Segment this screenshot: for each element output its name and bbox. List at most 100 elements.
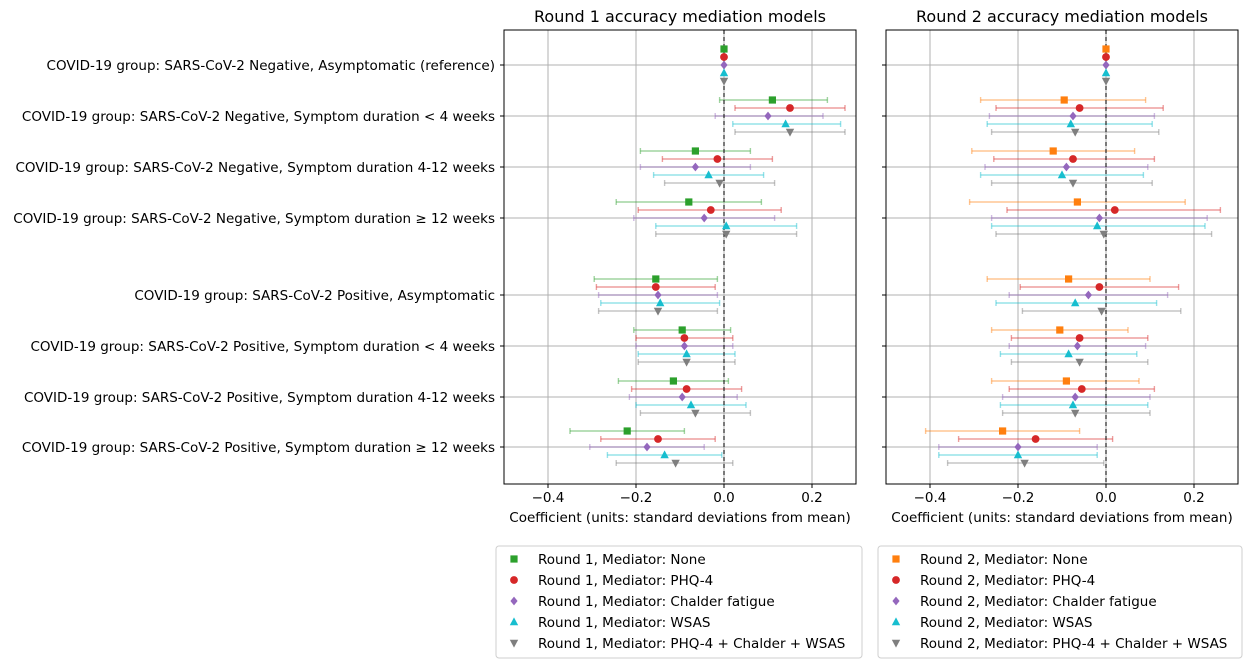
data-point [1065,275,1073,283]
data-point [713,155,722,163]
data-point [1066,119,1075,128]
x-tick-label: −0.2 [1002,490,1035,506]
data-point [1077,385,1086,393]
legend-marker [510,576,518,584]
data-point [1093,221,1102,230]
data-point [1102,60,1110,70]
y-category-label: COVID-19 group: SARS-CoV-2 Negative, Sym… [15,160,495,176]
data-point [669,377,677,385]
data-point [1062,377,1070,385]
legend-marker [892,596,900,606]
data-point [719,68,729,77]
round2-grid [886,30,1238,484]
data-point [682,358,691,367]
data-point [1102,45,1110,53]
legend-marker [509,639,519,648]
data-point [1056,326,1064,334]
data-point [623,427,631,435]
legend-marker [892,576,900,584]
x-tick-label: 0.0 [1095,490,1116,506]
y-category-label: COVID-19 group: SARS-CoV-2 Negative, Asy… [47,58,495,74]
y-category-label: COVID-19 group: SARS-CoV-2 Positive, Asy… [134,288,495,304]
round1-grid [504,30,856,484]
data-point [722,221,731,230]
data-point [1101,68,1111,77]
data-point [704,170,713,179]
data-point [1064,349,1073,358]
data-point [1049,147,1057,155]
data-point [682,349,691,358]
round1-x-ticks: −0.4 −0.2 0.0 0.2 [500,64,823,506]
data-point [660,450,669,459]
y-category-label: COVID-19 group: SARS-CoV-2 Positive, Sym… [24,390,495,406]
data-point [706,206,715,214]
data-point [1075,358,1084,367]
data-point [700,213,708,223]
data-point [1073,198,1081,206]
data-point [719,77,729,86]
data-point [781,119,790,128]
legend-label: Round 1, Mediator: Chalder fatigue [538,594,775,610]
round2-legend: Round 2, Mediator: None Round 2, Mediator… [877,545,1243,659]
x-tick-label: 0.0 [713,490,734,506]
y-category-label: COVID-19 group: SARS-CoV-2 Negative, Sym… [22,109,495,125]
legend-frame [495,545,863,659]
y-axis-category-labels: COVID-19 group: SARS-CoV-2 Negative, Asy… [13,58,495,456]
legend-frame [877,545,1243,659]
data-point [720,45,728,53]
data-point [1013,450,1023,459]
data-point [1097,307,1106,316]
data-point [785,128,795,137]
data-point [1101,77,1111,86]
data-point [691,147,699,155]
data-point [1062,162,1070,172]
data-point [720,60,728,70]
data-point [1068,179,1078,188]
legend-marker [510,596,518,606]
data-point [764,111,772,121]
round1-axes-frame [503,29,857,485]
data-point [1073,341,1081,351]
legend-label: Round 2, Mediator: PHQ-4 + Chalder + WSA… [920,636,1227,652]
legend-marker [892,555,900,563]
data-point [653,307,663,316]
data-point [1071,409,1080,418]
data-point [1075,334,1084,342]
legend-marker [510,555,518,563]
y-category-label: COVID-19 group: SARS-CoV-2 Positive, Sym… [30,339,495,355]
data-point [722,230,731,239]
legend-marker [891,639,901,648]
data-point [680,334,689,342]
data-point [686,400,696,409]
data-point [691,409,700,418]
legend-marker [891,617,901,626]
legend-label: Round 2, Mediator: WSAS [920,615,1092,631]
data-point [720,53,728,61]
data-point [654,290,662,300]
data-point [656,298,665,307]
x-tick-label: 0.2 [1183,490,1204,506]
x-tick-label: 0.2 [801,490,822,506]
round1-marks [569,30,846,484]
legend-label: Round 1, Mediator: PHQ-4 [538,573,713,589]
data-point [1095,283,1104,291]
legend-label: Round 2, Mediator: Chalder fatigue [920,594,1157,610]
data-point [1099,230,1108,239]
data-point [685,198,693,206]
data-point [1071,128,1080,137]
data-point [768,96,776,104]
x-tick-label: −0.4 [532,490,565,506]
data-point [786,104,794,112]
round2-axes-frame [885,29,1239,485]
y-category-label: COVID-19 group: SARS-CoV-2 Positive, Sym… [22,440,495,456]
data-point [1068,400,1078,409]
data-point [651,283,660,291]
data-point [678,392,686,402]
data-point [1071,298,1080,307]
data-point [691,162,699,172]
data-point [1102,53,1110,61]
round2-x-ticks: −0.4 −0.2 0.0 0.2 [882,64,1205,506]
legend-label: Round 1, Mediator: None [538,552,706,568]
data-point [715,179,724,188]
